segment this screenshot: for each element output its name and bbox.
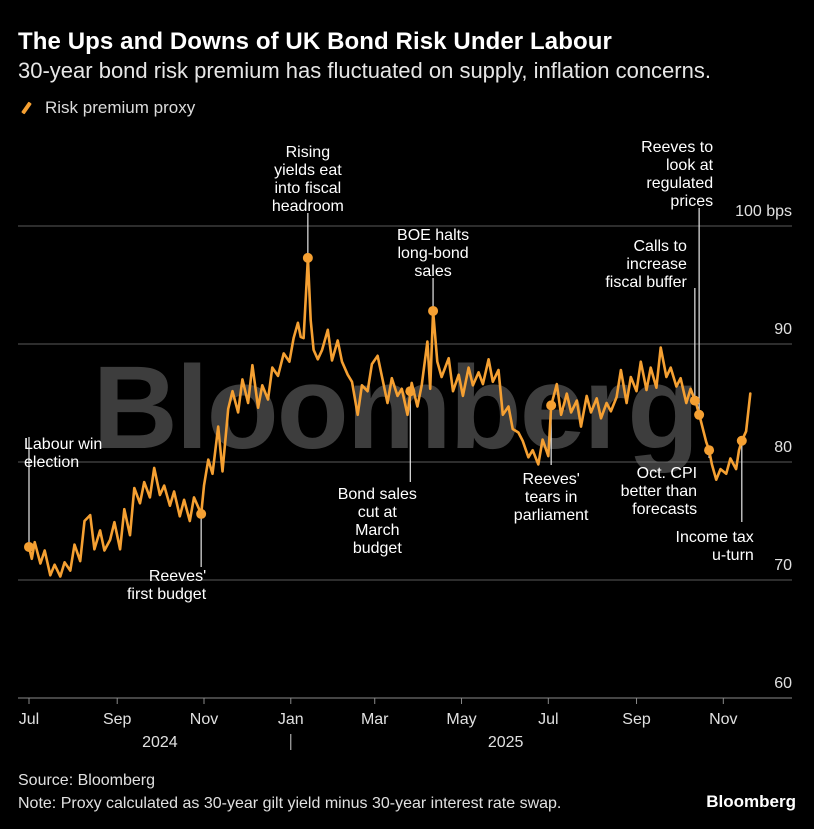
annotation-marker: [428, 305, 439, 316]
annotation-fiscal-buffer: Calls to increase fiscal buffer: [605, 238, 687, 291]
annotation-line: tears in: [525, 489, 577, 506]
annotation-march-budget: Bond sales cut at March budget: [338, 486, 417, 557]
annotation-line: sales: [414, 263, 451, 280]
series-line: [27, 256, 752, 578]
annotation-line: better than: [621, 483, 698, 500]
annotation-line: look at: [666, 157, 714, 174]
x-tick-label: Mar: [361, 711, 389, 728]
annotation-marker: [196, 508, 207, 519]
annotation-line: Reeves': [522, 471, 579, 488]
annotation-line: prices: [670, 193, 713, 210]
y-tick-label: 80: [774, 439, 792, 456]
annotation-marker: [736, 435, 747, 446]
annotation-boe-halts: BOE halts long-bond sales: [397, 227, 469, 280]
x-tick-label: Jul: [19, 711, 39, 728]
annotation-income-tax: Income tax u-turn: [676, 529, 754, 564]
bloomberg-logo: Bloomberg: [706, 792, 796, 811]
annotation-labour-win: Labour win election: [24, 436, 102, 471]
annotation-marker: [405, 386, 416, 397]
x-tick-label: May: [446, 711, 476, 728]
annotation-oct-cpi: Oct. CPI better than forecasts: [621, 465, 698, 518]
annotation-line: budget: [353, 540, 402, 557]
y-tick-label: 100 bps: [735, 203, 792, 220]
x-tick-label: Nov: [709, 711, 737, 728]
annotation-line: fiscal buffer: [605, 274, 687, 291]
legend-label: Risk premium proxy: [45, 98, 196, 117]
annotation-line: yields eat: [274, 162, 342, 179]
annotation-marker: [24, 541, 34, 552]
annotation-line: long-bond: [397, 245, 468, 262]
annotation-leaders: [28, 208, 743, 567]
gridlines: [18, 225, 792, 699]
annotation-line: parliament: [514, 507, 589, 524]
annotation-line: Reeves': [149, 568, 206, 585]
footnote: Note: Proxy calculated as 30-year gilt y…: [18, 795, 562, 812]
annotation-marker: [694, 409, 705, 420]
annotation-line: election: [24, 454, 79, 471]
annotation-fiscal-headroom: Rising yields eat into fiscal headroom: [272, 144, 344, 215]
x-axis: Jul Sep Nov Jan Mar May Jul Sep Nov 2024 2025: [19, 698, 738, 751]
annotation-marker: [689, 395, 700, 406]
x-tick-label: Sep: [622, 711, 651, 728]
annotation-line: Labour win: [24, 436, 102, 453]
chart-subtitle: 30-year bond risk premium has fluctuated…: [18, 58, 711, 83]
y-axis: 100 bps 90 80 70 60: [735, 203, 792, 692]
annotation-line: cut at: [358, 504, 398, 521]
annotation-reeves-tears: Reeves' tears in parliament: [514, 471, 589, 524]
annotation-line: Bond sales: [338, 486, 417, 503]
y-tick-label: 70: [774, 557, 792, 574]
annotation-line: March: [355, 522, 399, 539]
x-tick-label: Nov: [190, 711, 218, 728]
annotation-line: forecasts: [632, 501, 697, 518]
watermark: Bloomberg: [93, 342, 698, 474]
x-year-label: 2024: [142, 734, 178, 751]
annotation-regulated-prices: Reeves to look at regulated prices: [641, 139, 714, 210]
annotation-line: first budget: [127, 586, 207, 603]
annotation-marker: [546, 400, 557, 411]
annotation-line: increase: [626, 256, 687, 273]
annotation-line: u-turn: [712, 547, 754, 564]
x-tick-label: Jul: [538, 711, 558, 728]
chart-title: The Ups and Downs of UK Bond Risk Under …: [18, 28, 612, 55]
annotation-line: Income tax: [676, 529, 754, 546]
annotation-line: Oct. CPI: [637, 465, 697, 482]
x-tick-label: Jan: [278, 711, 304, 728]
source-note: Source: Bloomberg: [18, 772, 155, 789]
y-tick-label: 90: [774, 321, 792, 338]
x-tick-label: Sep: [103, 711, 132, 728]
annotation-line: Reeves to: [641, 139, 713, 156]
annotation-line: Calls to: [633, 238, 686, 255]
legend: Risk premium proxy: [18, 98, 195, 118]
annotation-line: Rising: [286, 144, 330, 161]
annotation-line: regulated: [646, 175, 713, 192]
annotation-line: headroom: [272, 198, 344, 215]
x-year-label: 2025: [488, 734, 524, 751]
annotation-marker: [704, 445, 715, 456]
series-line-0: [27, 256, 752, 578]
annotation-line: BOE halts: [397, 227, 469, 244]
annotation-marker: [302, 252, 313, 263]
annotation-first-budget: Reeves' first budget: [127, 568, 207, 603]
y-tick-label: 60: [774, 675, 792, 692]
annotation-markers: [24, 252, 747, 552]
annotation-line: into fiscal: [275, 180, 342, 197]
